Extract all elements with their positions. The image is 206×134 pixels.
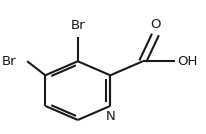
Text: Br: Br <box>2 55 16 68</box>
Text: Br: Br <box>70 19 85 32</box>
Text: OH: OH <box>177 55 198 68</box>
Text: O: O <box>150 18 161 31</box>
Text: N: N <box>105 110 115 123</box>
